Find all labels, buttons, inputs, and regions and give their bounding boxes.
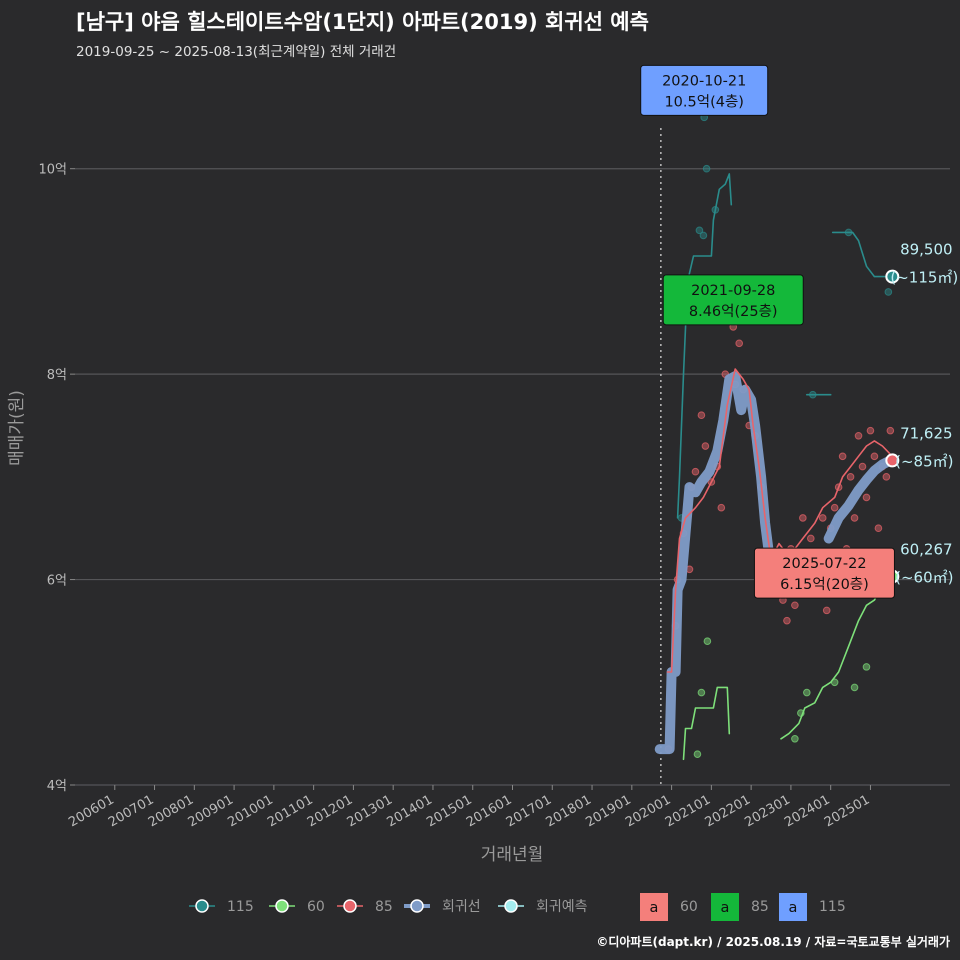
chart-title: [남구] 야음 힐스테이트수암(1단지) 아파트(2019) 회귀선 예측 [76, 10, 649, 34]
point-85-30 [806, 534, 815, 543]
line-115-0 [676, 173, 733, 519]
point-115-5 [702, 164, 711, 173]
end-value-60: 60,267 [900, 540, 953, 558]
footer-credit: ©디아파트(dapt.kr) / 2025.08.19 / 자료=국토교통부 실… [596, 935, 950, 949]
point-60-1 [697, 688, 706, 697]
legend-label-4: 회귀예측 [536, 899, 588, 915]
y-tick-label-1: 6억 [47, 574, 67, 589]
end-point-115 [885, 269, 900, 284]
end-area-60: (~60㎡) [895, 568, 953, 586]
point-85-40 [846, 473, 855, 481]
legend-marker-1 [275, 899, 289, 913]
line-85-0 [666, 368, 894, 673]
point-85-36 [830, 503, 839, 512]
legend-box-glyph-2: a [789, 900, 798, 916]
end-area-85: (~85㎡) [895, 452, 953, 470]
point-85-44 [862, 493, 871, 502]
point-85-41 [850, 514, 859, 522]
point-85-6 [691, 467, 700, 476]
point-85-38 [838, 452, 847, 461]
point-85-7 [697, 411, 706, 420]
legend-label-0: 115 [227, 899, 254, 915]
legend-marker-3 [410, 899, 424, 913]
legend-label-3: 회귀선 [442, 899, 481, 915]
x-axis-ticks: 2006012007012008012009012010012011012012… [66, 785, 872, 830]
point-85-33 [818, 514, 827, 522]
end-points: 89,500 (~115㎡) 71,625 (~85㎡) 60,267 (~60㎡) [885, 241, 958, 586]
legend-box-label-0: 60 [680, 899, 698, 915]
legend-label-1: 60 [307, 899, 325, 915]
point-60-2 [703, 637, 712, 646]
legend-box-label-1: 85 [751, 899, 769, 915]
point-60-8 [862, 663, 871, 671]
legend-box-glyph-0: a [650, 900, 659, 916]
annotation-value-2: 6.15억(20층) [780, 576, 869, 593]
point-85-49 [882, 473, 891, 481]
grid-lines [75, 168, 950, 786]
point-85-42 [854, 431, 863, 440]
point-115-9 [884, 288, 893, 296]
point-85-24 [783, 616, 791, 625]
point-85-15 [735, 339, 744, 348]
annotation-labels: 2020-10-21 10.5억(4층) 2021-09-28 8.46억(25층) 2… [640, 64, 895, 599]
x-axis-title: 거래년월 [481, 845, 544, 865]
point-85-50 [886, 426, 895, 435]
legend-marker-2 [343, 899, 357, 913]
series-lines [654, 173, 896, 761]
end-value-115: 89,500 [900, 241, 953, 259]
point-85-11 [717, 503, 726, 512]
annotation-date-2: 2025-07-22 [782, 556, 866, 572]
end-area-115: (~115㎡) [890, 269, 958, 287]
point-60-0 [693, 750, 702, 758]
annotation-date-1: 2021-09-28 [691, 283, 775, 299]
scatter-points [664, 113, 895, 758]
line-115-2 [831, 231, 892, 278]
end-value-85: 71,625 [900, 424, 953, 442]
line-60-0 [682, 686, 731, 761]
y-axis-ticks: 4억 6억 8억 10억 [38, 163, 75, 794]
y-tick-label-2: 8억 [47, 368, 67, 383]
point-60-3 [791, 734, 799, 743]
x-tick-label-19: 202501 [822, 792, 872, 830]
annotation-box-1 [662, 274, 804, 326]
annotation-box-0 [640, 64, 769, 116]
point-85-43 [858, 462, 867, 471]
end-point-85 [885, 453, 900, 468]
legend-box-0 [640, 893, 668, 921]
point-85-8 [701, 442, 710, 450]
y-tick-label-3: 10억 [38, 163, 67, 178]
point-115-2 [695, 226, 704, 235]
y-axis-title: 매매가(원) [7, 390, 27, 466]
legend-box-1 [711, 893, 739, 921]
point-60-7 [850, 683, 859, 692]
annotation-date-0: 2020-10-21 [662, 73, 746, 89]
point-60-5 [803, 688, 811, 697]
legend-box-2 [779, 893, 807, 921]
point-85-28 [799, 514, 807, 522]
point-85-46 [870, 452, 879, 461]
line-회귀선-0 [654, 371, 774, 755]
point-85-47 [874, 524, 883, 533]
point-85-34 [822, 606, 831, 615]
chart-subtitle: 2019-09-25 ~ 2025-08-13(최근계약일) 전체 거래건 [76, 44, 397, 60]
legend-box-label-2: 115 [819, 899, 846, 915]
point-115-3 [699, 231, 708, 240]
point-85-45 [866, 426, 875, 435]
line-회귀선-1 [823, 455, 896, 544]
point-85-26 [791, 601, 799, 610]
legend-marker-0 [195, 899, 209, 913]
annotation-value-0: 10.5억(4층) [664, 93, 744, 110]
annotation-value-1: 8.46억(25층) [689, 303, 778, 320]
legend-label-2: 85 [375, 899, 393, 915]
legend: 115 60 85 회귀선 회귀예측 a 60 a 85 a 115 [189, 893, 846, 921]
annotation-box-2 [753, 547, 895, 599]
legend-box-glyph-1: a [721, 900, 730, 916]
y-tick-label-0: 4억 [47, 779, 67, 794]
legend-marker-4 [504, 899, 518, 913]
